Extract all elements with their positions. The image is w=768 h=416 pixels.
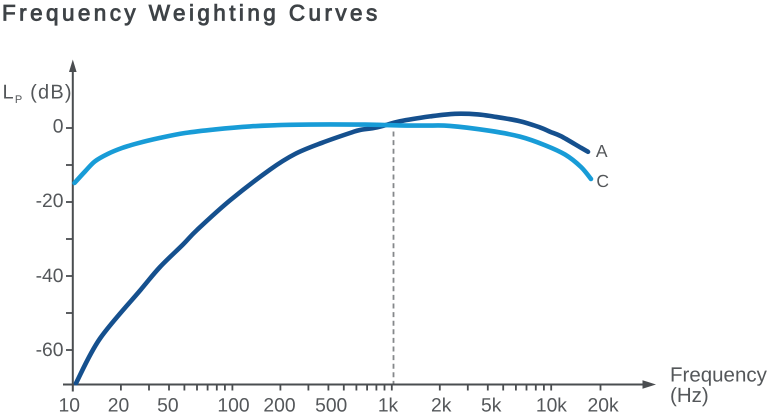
svg-text:LP (dB): LP (dB) <box>3 82 73 107</box>
svg-text:Frequency Weighting Curves: Frequency Weighting Curves <box>2 1 381 26</box>
svg-text:200: 200 <box>263 395 295 416</box>
svg-text:-60: -60 <box>36 340 64 361</box>
svg-text:50: 50 <box>157 395 178 416</box>
svg-text:0: 0 <box>53 117 64 138</box>
svg-text:Frequency: Frequency <box>670 364 768 387</box>
svg-text:A: A <box>596 141 608 161</box>
svg-text:20k: 20k <box>588 395 619 416</box>
svg-text:-20: -20 <box>36 191 64 212</box>
svg-text:(Hz): (Hz) <box>670 384 709 407</box>
svg-text:2k: 2k <box>431 395 452 416</box>
svg-text:-40: -40 <box>36 266 64 287</box>
svg-text:20: 20 <box>108 395 129 416</box>
svg-text:100: 100 <box>217 395 249 416</box>
svg-text:10: 10 <box>58 395 79 416</box>
svg-text:C: C <box>596 171 609 191</box>
svg-text:500: 500 <box>315 395 347 416</box>
svg-text:5k: 5k <box>481 395 502 416</box>
svg-text:1k: 1k <box>378 395 399 416</box>
svg-text:10k: 10k <box>536 395 567 416</box>
